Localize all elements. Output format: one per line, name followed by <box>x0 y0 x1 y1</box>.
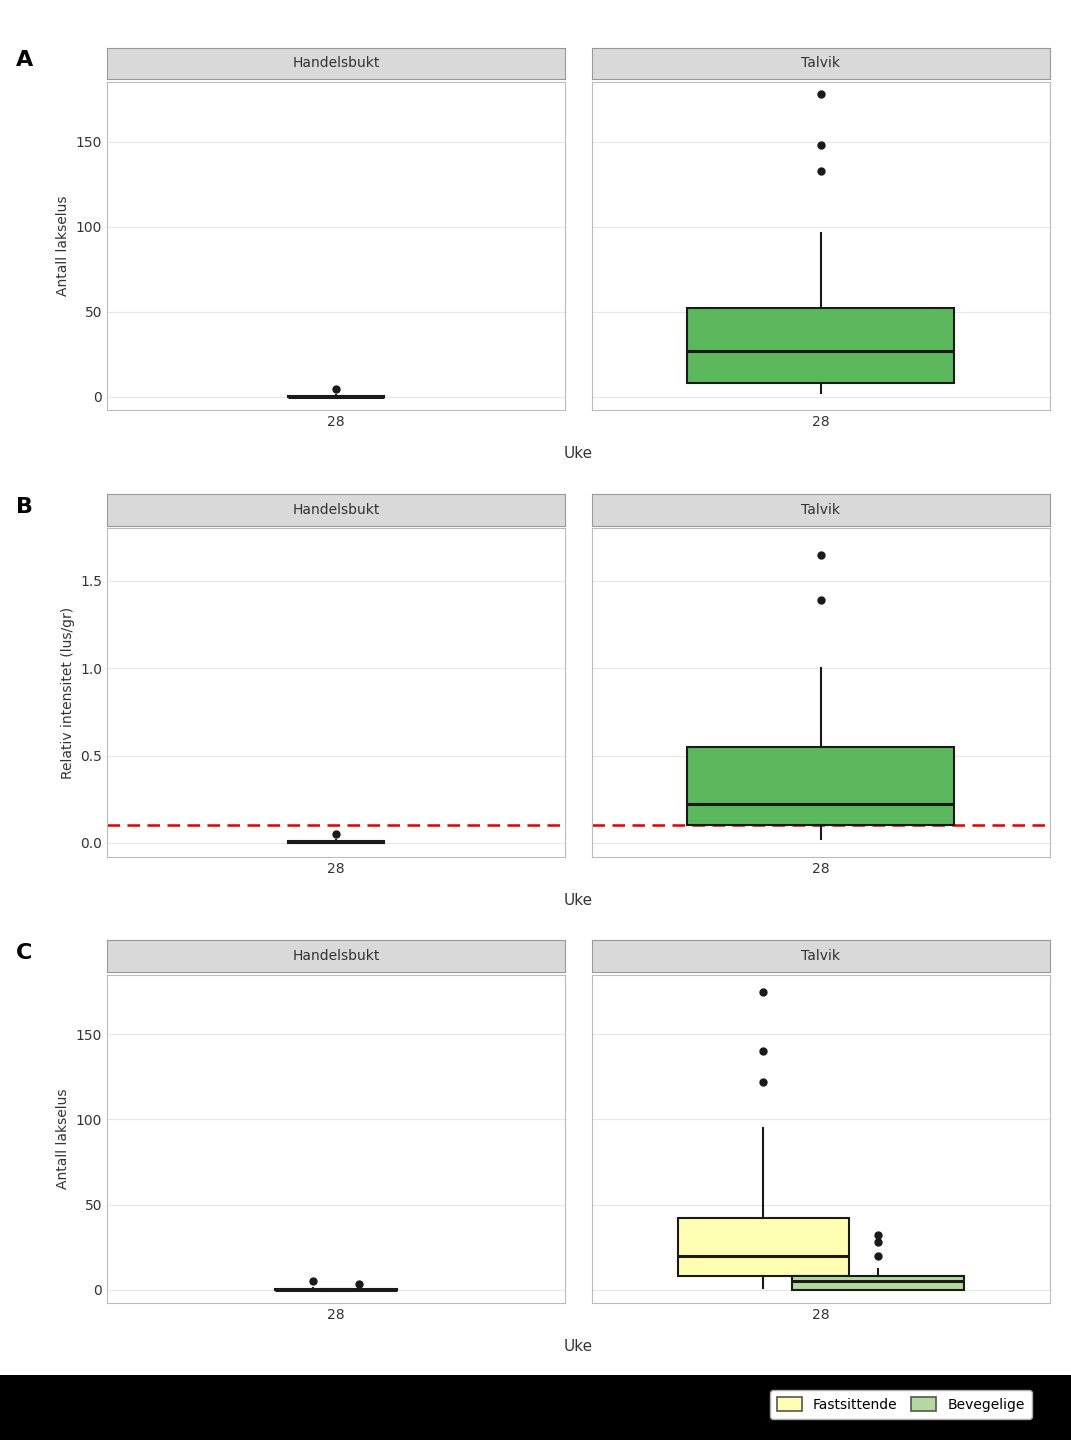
Bar <box>678 1218 849 1276</box>
Text: Uke: Uke <box>563 446 593 461</box>
Bar <box>793 1276 964 1290</box>
Bar <box>688 308 954 383</box>
Bar <box>688 747 954 825</box>
Text: Talvik: Talvik <box>801 56 840 71</box>
Text: A: A <box>16 50 33 71</box>
Text: Handelsbukt: Handelsbukt <box>292 56 380 71</box>
Text: Handelsbukt: Handelsbukt <box>292 503 380 517</box>
Text: C: C <box>16 943 32 963</box>
Text: Uke: Uke <box>563 893 593 907</box>
Y-axis label: Relativ intensitet (lus/gr): Relativ intensitet (lus/gr) <box>61 606 75 779</box>
Text: Talvik: Talvik <box>801 949 840 963</box>
Y-axis label: Antall lakselus: Antall lakselus <box>57 196 71 297</box>
Text: Uke: Uke <box>563 1339 593 1354</box>
Y-axis label: Antall lakselus: Antall lakselus <box>57 1089 71 1189</box>
Text: Talvik: Talvik <box>801 503 840 517</box>
Text: B: B <box>16 497 33 517</box>
Text: Handelsbukt: Handelsbukt <box>292 949 380 963</box>
Legend: Fastsittende, Bevegelige: Fastsittende, Bevegelige <box>770 1390 1032 1418</box>
